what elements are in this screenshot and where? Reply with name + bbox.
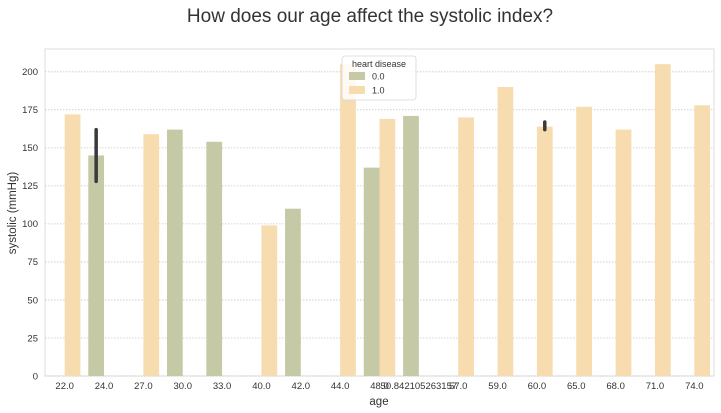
bar	[576, 106, 593, 376]
legend-items: 0.01.0	[349, 72, 385, 96]
y-tick-label: 0	[33, 371, 38, 382]
x-axis-label: age	[369, 396, 388, 408]
bar	[206, 141, 223, 376]
bar	[143, 134, 160, 376]
x-tick-label: 42.0	[292, 381, 311, 392]
x-tick-label: 44.0	[331, 381, 350, 392]
x-tick-label: 57.0	[449, 381, 468, 392]
plot-area	[44, 48, 715, 377]
y-tick-label: 75	[27, 257, 38, 268]
legend-label: 1.0	[372, 86, 385, 96]
chart-title: How does our age affect the systolic ind…	[187, 6, 553, 27]
bar	[615, 129, 632, 376]
bars	[64, 64, 711, 377]
x-tick-label: 59.0	[488, 381, 507, 392]
x-tick-label: 71.0	[646, 381, 665, 392]
x-axis-ticks: 22.0 24.0 27.0 30.0 33.0 40.0 42.0 44.0 48.050.8…	[55, 381, 703, 392]
bar	[166, 129, 183, 376]
error-bars	[94, 120, 547, 184]
y-tick-label: 175	[22, 105, 38, 116]
legend-swatch	[349, 86, 365, 94]
bar	[64, 114, 81, 377]
bar	[497, 87, 514, 376]
bar	[654, 64, 671, 377]
legend-title: heart disease	[352, 59, 406, 69]
y-tick-label: 25	[27, 333, 38, 344]
bar	[261, 225, 278, 376]
legend-swatch	[349, 72, 365, 80]
bar	[340, 64, 356, 377]
x-tick-label: 50.842105263157	[381, 381, 458, 392]
x-tick-label: 68.0	[606, 381, 625, 392]
y-tick-label: 150	[22, 143, 38, 154]
bar	[363, 167, 380, 376]
y-tick-label: 125	[22, 181, 38, 192]
y-tick-label: 50	[27, 295, 38, 306]
bar	[88, 155, 105, 376]
x-tick-label: 33.0	[213, 381, 232, 392]
x-tick-label: 74.0	[685, 381, 704, 392]
legend: heart disease 0.01.0	[341, 55, 417, 101]
y-axis-ticks: 0 25 50 75 100 125 150 175 200	[22, 67, 38, 382]
y-tick-label: 100	[22, 219, 38, 230]
bar	[285, 208, 301, 376]
bar	[536, 126, 553, 376]
x-tick-label: 60.0	[528, 381, 547, 392]
y-axis-label: systolic (mmHg)	[7, 172, 19, 255]
x-tick-label: 40.0	[252, 381, 271, 392]
x-tick-label: 48.0	[370, 381, 389, 392]
y-tick-label: 200	[22, 67, 38, 78]
bar	[458, 117, 474, 376]
x-tick-label: 24.0	[95, 381, 114, 392]
bar	[694, 105, 711, 377]
x-tick-label: 27.0	[134, 381, 153, 392]
bar	[403, 115, 419, 376]
x-tick-label: 65.0	[567, 381, 586, 392]
x-tick-label: 30.0	[173, 381, 192, 392]
x-tick-label: 22.0	[55, 381, 74, 392]
legend-label: 0.0	[372, 72, 385, 82]
bar	[379, 118, 396, 376]
